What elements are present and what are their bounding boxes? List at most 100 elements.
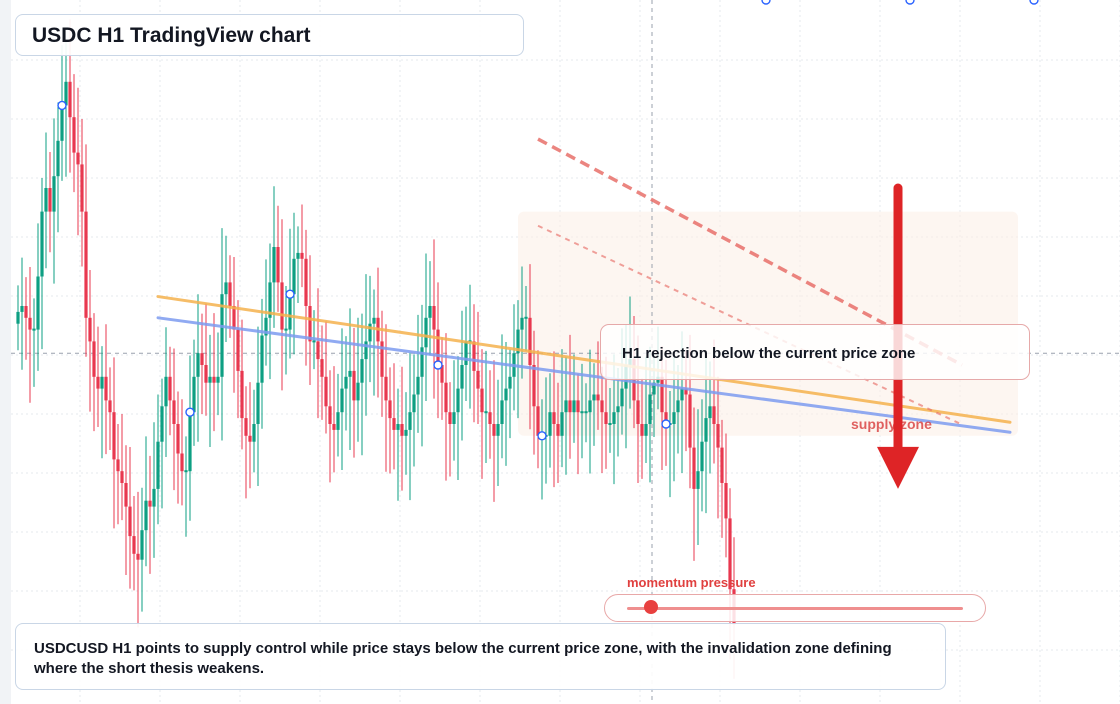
- candle-body: [672, 412, 676, 424]
- candle-body: [440, 365, 444, 383]
- candle: [428, 261, 432, 356]
- candle: [720, 419, 724, 538]
- signal-marker: [905, 0, 915, 5]
- candle-body: [64, 81, 68, 106]
- candle: [276, 205, 280, 312]
- candle: [124, 445, 128, 576]
- candle-body: [120, 471, 124, 483]
- candle: [80, 118, 84, 267]
- candle: [380, 310, 384, 417]
- candle-body: [408, 412, 412, 430]
- candle: [116, 424, 120, 525]
- candle: [448, 382, 452, 477]
- candle-body: [108, 400, 112, 413]
- candle-body: [280, 282, 284, 330]
- candle-body: [224, 282, 228, 295]
- candle: [304, 229, 308, 366]
- candle-body: [88, 317, 92, 342]
- left-edge-strip: [0, 0, 11, 704]
- candle-body: [136, 553, 140, 560]
- candle-body: [44, 188, 48, 212]
- candle-body: [140, 530, 144, 560]
- candle-body: [704, 418, 708, 442]
- candle: [432, 239, 436, 399]
- candle-body: [472, 341, 476, 371]
- candle: [524, 285, 528, 351]
- candle: [600, 366, 604, 473]
- candle-body: [652, 382, 656, 395]
- candle-body: [188, 412, 192, 472]
- candle: [208, 334, 212, 448]
- candle-body: [404, 429, 408, 436]
- candle: [36, 223, 40, 371]
- candle-body: [272, 247, 276, 283]
- candle-body: [648, 394, 652, 424]
- candle: [180, 399, 184, 506]
- candle: [260, 298, 264, 429]
- candle-body: [304, 258, 308, 306]
- candle: [576, 373, 580, 475]
- candle-body: [172, 400, 176, 424]
- candle-body: [32, 328, 36, 331]
- candle: [176, 391, 180, 504]
- candle-body: [116, 459, 120, 472]
- candle: [268, 243, 272, 380]
- candle-body: [152, 488, 156, 507]
- candle: [548, 373, 552, 468]
- candle: [484, 350, 488, 463]
- candle: [360, 313, 364, 456]
- candle-body: [416, 376, 420, 395]
- candle-body: [196, 353, 200, 377]
- candle: [316, 288, 320, 419]
- candle-body: [588, 400, 592, 413]
- candle-body: [604, 412, 608, 424]
- candle: [244, 386, 248, 499]
- candle-body: [200, 353, 204, 365]
- candle: [48, 152, 52, 253]
- candle-body: [556, 424, 560, 436]
- candle-body: [712, 406, 716, 424]
- candle: [568, 334, 572, 459]
- candle-body: [332, 424, 336, 430]
- candle-body: [380, 341, 384, 377]
- candle: [492, 360, 496, 502]
- candle: [248, 382, 252, 489]
- candle: [440, 337, 444, 420]
- candle: [596, 341, 600, 430]
- candle-body: [488, 412, 492, 424]
- candle-body: [204, 365, 208, 383]
- candle-body: [168, 376, 172, 401]
- candle: [700, 399, 704, 512]
- candle-body: [84, 211, 88, 318]
- candle: [16, 285, 20, 351]
- signal-markers: [57, 0, 1039, 441]
- candle: [528, 264, 532, 430]
- candle: [140, 487, 144, 612]
- candle-body: [356, 382, 360, 401]
- candle-body: [96, 376, 100, 389]
- candle: [216, 332, 220, 416]
- candle-body: [412, 394, 416, 413]
- candle: [92, 313, 96, 432]
- candle-body: [24, 306, 28, 318]
- rejection-callout: H1 rejection below the current price zon…: [600, 324, 1030, 380]
- candle: [404, 392, 408, 475]
- candle: [192, 339, 196, 446]
- candle: [512, 304, 516, 411]
- candle: [240, 319, 244, 450]
- candle: [184, 436, 188, 537]
- candle: [172, 348, 176, 491]
- candle-body: [564, 400, 568, 413]
- candle: [552, 351, 556, 488]
- moving-average-fast-line: [156, 295, 1012, 424]
- candle: [388, 367, 392, 474]
- candle-body: [688, 394, 692, 448]
- candle: [220, 228, 224, 441]
- candle-body: [576, 400, 580, 413]
- candle-body: [720, 447, 724, 483]
- candle: [272, 186, 276, 328]
- candle-body: [616, 406, 620, 413]
- candle: [100, 346, 104, 459]
- candle: [160, 378, 164, 509]
- candle-body: [644, 424, 648, 436]
